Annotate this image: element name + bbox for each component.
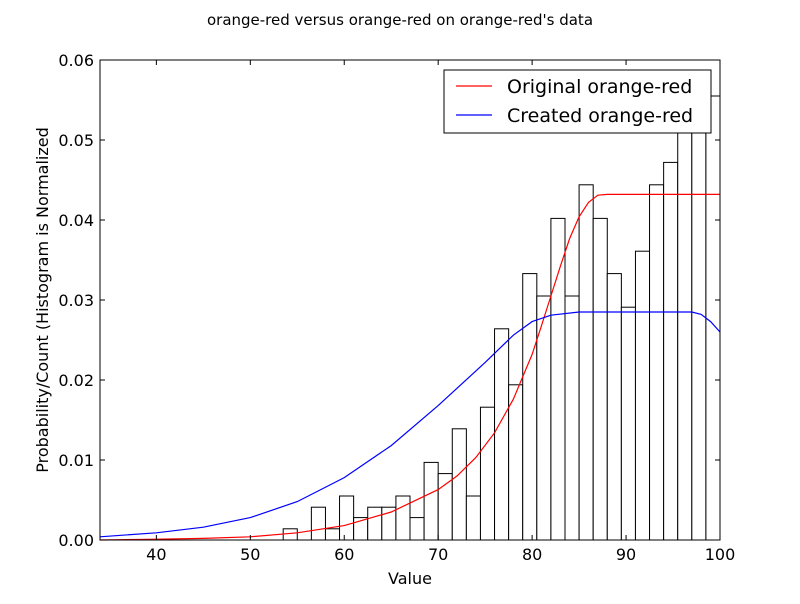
y-tick-label: 0.03: [58, 291, 94, 310]
histogram-bar: [494, 328, 510, 541]
legend-label-original: Original orange-red: [507, 76, 692, 98]
histogram-bar: [634, 250, 651, 541]
y-tick-label: 0.02: [58, 371, 94, 390]
y-axis-ticks: 0.00 0.01 0.02 0.03 0.04 0.05 0.06: [58, 51, 720, 550]
x-tick-label: 80: [522, 545, 542, 564]
histogram-bar: [367, 506, 383, 541]
histogram-bar: [564, 295, 580, 541]
histogram-bar: [423, 461, 439, 541]
legend-box: [443, 69, 712, 134]
histogram-bar: [620, 306, 636, 541]
y-tick-label: 0.06: [58, 51, 94, 70]
series-line-1: [99, 311, 721, 538]
histogram-bar: [705, 95, 721, 541]
histogram-bar: [578, 184, 594, 541]
x-tick-label: 90: [616, 545, 636, 564]
x-tick-label: 60: [334, 545, 354, 564]
histogram-bar: [465, 495, 481, 541]
histogram-bar: [395, 495, 411, 541]
histogram-bar: [606, 273, 622, 541]
histogram-bar: [522, 273, 538, 541]
histogram-bar: [479, 406, 496, 541]
x-tick-label: 70: [428, 545, 448, 564]
histogram-bars: [282, 95, 721, 541]
histogram-bar: [691, 95, 707, 541]
histogram-bar: [550, 217, 566, 541]
y-tick-label: 0.00: [58, 531, 94, 550]
histogram-bar: [649, 184, 665, 541]
histogram-bar: [663, 161, 679, 541]
histogram-bar: [310, 506, 326, 541]
histogram-bar: [324, 528, 341, 541]
y-axis-label: Probability/Count (Histogram is Normaliz…: [33, 127, 52, 473]
series-line-0: [99, 193, 720, 541]
y-tick-label: 0.01: [58, 451, 94, 470]
x-axis-ticks: 40 50 60 70 80 90 100: [146, 60, 735, 564]
x-axis-label: Value: [388, 569, 432, 588]
histogram-bar: [437, 473, 453, 541]
series-lines: [99, 193, 721, 541]
histogram-bar: [508, 384, 524, 541]
y-tick-label: 0.04: [58, 211, 94, 230]
x-tick-label: 40: [146, 545, 166, 564]
x-tick-label: 100: [705, 545, 736, 564]
legend: Original orange-red Created orange-red: [443, 69, 712, 134]
histogram-bar: [339, 495, 355, 541]
histogram-bar: [409, 517, 425, 541]
y-tick-label: 0.05: [58, 131, 94, 150]
histogram-bar: [592, 217, 608, 541]
legend-label-created: Created orange-red: [507, 105, 693, 127]
x-tick-label: 50: [240, 545, 260, 564]
histogram-bar: [677, 129, 693, 541]
histogram-bar: [451, 428, 467, 541]
chart-title: orange-red versus orange-red on orange-r…: [207, 11, 593, 29]
